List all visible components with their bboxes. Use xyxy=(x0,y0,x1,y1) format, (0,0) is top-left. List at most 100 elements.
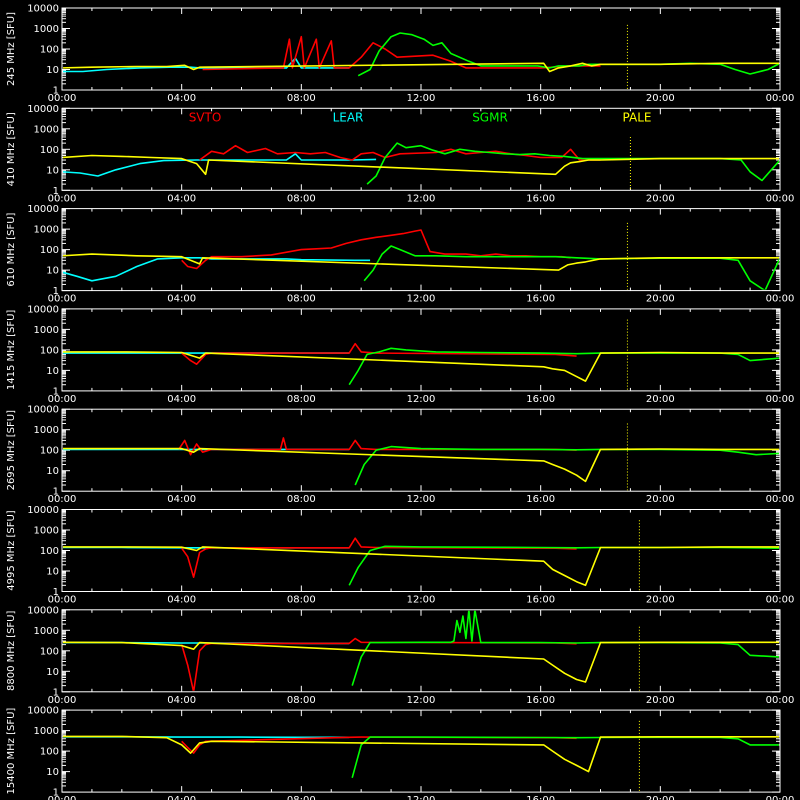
y-axis-label: 2695 MHz [SFU] xyxy=(6,410,17,491)
x-tick-label: 00:00 xyxy=(48,193,77,204)
y-tick-label: 1000 xyxy=(34,24,59,35)
panel-data xyxy=(63,222,779,290)
panel-frame xyxy=(61,7,781,91)
y-tick-label: 1 xyxy=(53,386,59,397)
x-tick-label: 00:00 xyxy=(766,394,795,405)
series-line-svto xyxy=(199,144,601,161)
y-axis-label: 610 MHz [SFU] xyxy=(6,212,17,286)
panel-3: 1 10 100 1000 10000 00:00 04:00 08:00 12:00 16:00… xyxy=(6,204,794,305)
x-tick-label: 16:00 xyxy=(526,695,555,706)
y-tick-label: 100 xyxy=(40,245,59,256)
y-tick-label: 10 xyxy=(46,667,59,678)
x-tick-label: 16:00 xyxy=(526,394,555,405)
series-line-sgmr xyxy=(363,245,779,290)
y-tick-label: 1000 xyxy=(34,124,59,135)
y-tick-label: 1000 xyxy=(34,325,59,336)
x-tick-label: 20:00 xyxy=(646,93,675,104)
series-line-pale xyxy=(63,154,779,176)
panel-data xyxy=(63,24,779,89)
series-line-lear xyxy=(63,153,377,177)
x-tick-label: 12:00 xyxy=(407,595,436,606)
y-tick-label: 1 xyxy=(53,687,59,698)
panel-frame xyxy=(61,308,781,392)
panel-8: 1 10 100 1000 10000 00:00 04:00 08:00 12:00 16:00… xyxy=(6,706,794,800)
x-tick-label: 12:00 xyxy=(407,494,436,505)
y-tick-label: 1 xyxy=(53,286,59,297)
legend-pale: PALE xyxy=(623,110,652,124)
y-tick-label: 1 xyxy=(53,788,59,799)
panel-frame xyxy=(61,509,781,592)
x-tick-label: 12:00 xyxy=(407,795,436,800)
series-line-svto xyxy=(178,437,577,456)
x-tick-label: 16:00 xyxy=(526,595,555,606)
panel-data xyxy=(63,319,779,390)
y-tick-label: 10 xyxy=(46,266,59,277)
panel-data xyxy=(63,610,779,691)
x-tick-label: 08:00 xyxy=(287,193,316,204)
x-tick-label: 00:00 xyxy=(48,595,77,606)
y-tick-label: 10 xyxy=(46,366,59,377)
legend-sgmr: SGMR xyxy=(472,110,508,124)
x-tick-label: 16:00 xyxy=(526,294,555,305)
y-tick-label: 1000 xyxy=(34,425,59,436)
y-tick-label: 1000 xyxy=(34,526,59,537)
panel-data xyxy=(63,520,779,591)
series-line-sgmr xyxy=(348,545,779,586)
y-tick-label: 100 xyxy=(40,145,59,156)
y-tick-label: 1000 xyxy=(34,726,59,737)
panel-frame xyxy=(61,208,781,292)
series-line-pale xyxy=(63,641,779,683)
panel-2: 1 10 100 1000 10000 00:00 04:00 08:00 12:00 16:00… xyxy=(6,104,794,205)
series-line-sgmr xyxy=(354,445,779,486)
panel-data xyxy=(63,720,779,792)
y-tick-label: 1000 xyxy=(34,626,59,637)
x-tick-label: 04:00 xyxy=(167,294,196,305)
y-tick-label: 10000 xyxy=(27,4,59,15)
x-tick-label: 00:00 xyxy=(48,795,77,800)
x-tick-label: 08:00 xyxy=(287,695,316,706)
series-line-pale xyxy=(63,546,779,587)
y-tick-label: 10000 xyxy=(27,706,59,717)
x-tick-label: 16:00 xyxy=(526,193,555,204)
x-tick-label: 04:00 xyxy=(167,394,196,405)
panel-5: 1 10 100 1000 10000 00:00 04:00 08:00 12:00 16:00… xyxy=(6,405,794,506)
y-tick-label: 100 xyxy=(40,45,59,56)
x-tick-label: 20:00 xyxy=(646,695,675,706)
y-tick-label: 10 xyxy=(46,466,59,477)
y-tick-label: 10000 xyxy=(27,505,59,516)
x-tick-label: 08:00 xyxy=(287,595,316,606)
y-axis-label: 8800 MHz [SFU] xyxy=(6,610,17,691)
panel-7: 1 10 100 1000 10000 00:00 04:00 08:00 12:00 16:00… xyxy=(6,605,794,706)
y-tick-label: 100 xyxy=(40,345,59,356)
x-tick-label: 20:00 xyxy=(646,595,675,606)
x-tick-label: 20:00 xyxy=(646,193,675,204)
legend-lear: LEAR xyxy=(333,110,364,124)
series-line-pale xyxy=(63,253,779,271)
y-axis-label: 15400 MHz [SFU] xyxy=(6,708,17,795)
x-tick-label: 00:00 xyxy=(48,93,77,104)
series-line-sgmr xyxy=(351,736,779,779)
x-tick-label: 16:00 xyxy=(526,494,555,505)
x-tick-label: 00:00 xyxy=(766,595,795,606)
series-line-sgmr xyxy=(357,32,779,77)
series-line-lear xyxy=(63,57,350,73)
y-tick-label: 10 xyxy=(46,65,59,76)
x-tick-label: 20:00 xyxy=(646,494,675,505)
x-tick-label: 20:00 xyxy=(646,294,675,305)
panel-6: 1 10 100 1000 10000 00:00 04:00 08:00 12:00 16:00… xyxy=(6,505,794,606)
y-tick-label: 10 xyxy=(46,165,59,176)
x-tick-label: 12:00 xyxy=(407,193,436,204)
panel-1: 1 10 100 1000 10000 00:00 04:00 08:00 12:00 16:00… xyxy=(6,4,794,105)
series-line-lear xyxy=(63,256,371,282)
y-tick-label: 1 xyxy=(53,587,59,598)
y-tick-label: 10000 xyxy=(27,204,59,215)
x-tick-label: 08:00 xyxy=(287,294,316,305)
y-axis-label: 245 MHz [SFU] xyxy=(6,12,17,86)
x-tick-label: 16:00 xyxy=(526,795,555,800)
x-tick-label: 04:00 xyxy=(167,93,196,104)
series-line-pale xyxy=(63,735,779,773)
x-tick-label: 00:00 xyxy=(766,93,795,104)
x-tick-label: 00:00 xyxy=(48,695,77,706)
series-line-sgmr xyxy=(366,142,779,185)
